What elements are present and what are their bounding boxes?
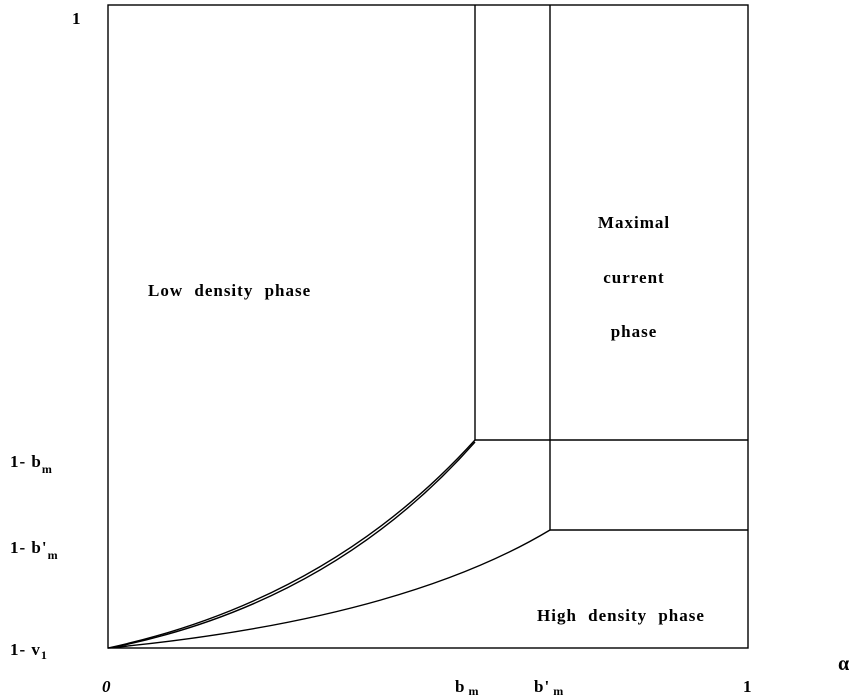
region-label: current <box>603 268 664 287</box>
x-label: b' m <box>534 677 564 698</box>
frame <box>107 4 749 649</box>
boundary-curve <box>109 441 476 649</box>
region-label: Low density phase <box>148 281 311 300</box>
y-label: 1- v1 <box>10 640 48 662</box>
region-label: phase <box>611 322 658 341</box>
region-label: Maximal <box>598 213 670 232</box>
x-variable: α <box>838 653 850 675</box>
y-label: 1- b'm <box>10 538 59 562</box>
y-label: 1 <box>72 9 82 28</box>
y-label: 1- bm <box>10 452 53 476</box>
boundary-curve <box>107 439 476 649</box>
x-label: 1 <box>743 677 753 696</box>
region-label: High density phase <box>537 606 705 625</box>
boundary-curve <box>107 529 551 649</box>
x-label: 0 <box>102 677 112 696</box>
